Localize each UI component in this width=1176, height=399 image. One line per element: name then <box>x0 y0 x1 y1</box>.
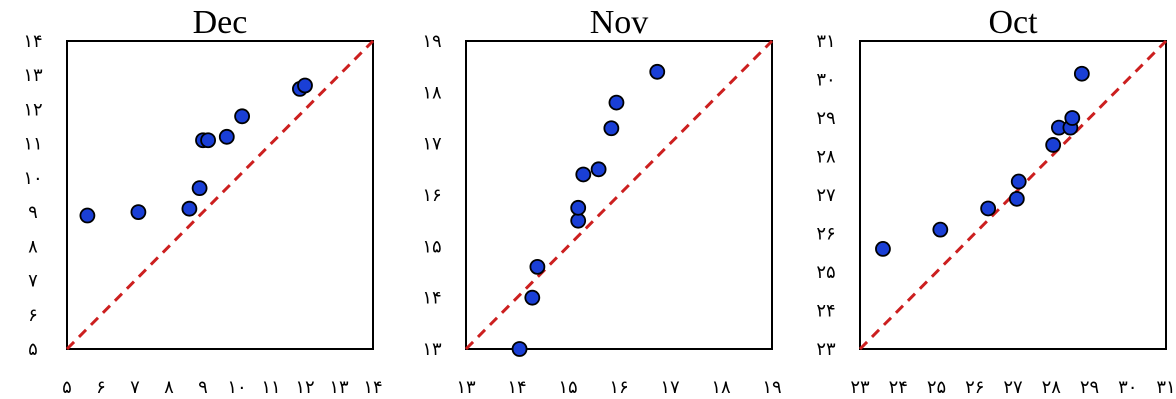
plot-frame <box>859 40 1167 350</box>
y-tick-label: ۱۰ <box>23 168 42 189</box>
y-tick-label: ۹ <box>28 202 38 223</box>
x-tick-label: ۱۲ <box>295 377 314 398</box>
data-point <box>1064 110 1081 126</box>
y-tick-label: ۱۲ <box>23 99 42 120</box>
y-tick-label: ۱۶ <box>422 185 441 206</box>
y-tick-label: ۱۱ <box>23 134 42 155</box>
x-tick-label: ۱۵ <box>558 377 577 398</box>
identity-line <box>464 39 774 351</box>
data-point <box>181 200 198 217</box>
data-point <box>570 212 587 229</box>
y-tick-label: ۱۳ <box>422 339 442 360</box>
data-point <box>980 200 997 217</box>
x-tick-label: ۱۳ <box>456 377 476 398</box>
data-point <box>1008 190 1025 207</box>
y-tick-label: ۷ <box>28 271 38 292</box>
x-tick-label: ۲۴ <box>889 377 908 398</box>
y-tick-label: ۲۶ <box>816 224 835 245</box>
data-point <box>603 120 620 137</box>
x-tick-label: ۸ <box>164 377 174 398</box>
y-tick-label: ۲۵ <box>816 262 835 283</box>
y-tick-label: ۲۷ <box>816 185 836 206</box>
data-point <box>200 132 217 149</box>
y-tick-label: ۱۵ <box>422 236 441 257</box>
data-point <box>130 204 147 221</box>
data-point <box>79 207 96 224</box>
panel-dec: Dec ۵ ۶ ۷ ۸ ۹ ۱۰ ۱۱ ۱۲ ۱۳ ۱۴ ۵ ۶ ۷ ۸ ۹ ۱۰ ۱۱ ۱۲ ۱۳ ۱۴ <box>23 4 382 398</box>
x-tick-label: ۱۱ <box>261 377 280 398</box>
y-tick-label: ۱۸ <box>422 82 442 103</box>
x-tick-label: ۱۶ <box>609 377 628 398</box>
x-tick-label: ۱۰ <box>227 377 246 398</box>
data-point <box>875 240 891 257</box>
data-point <box>511 341 528 357</box>
x-tick-label: ۳۰ <box>1118 377 1137 398</box>
data-point <box>1010 173 1027 190</box>
data-point <box>297 77 313 94</box>
y-tick-label: ۶ <box>28 305 38 326</box>
data-point <box>234 108 251 125</box>
identity-line <box>65 39 375 351</box>
y-tick-label: ۲۸ <box>816 147 836 168</box>
panel-title: Dec <box>193 4 248 41</box>
y-tick-label: ۱۴ <box>23 31 42 52</box>
plot-frame <box>66 40 374 350</box>
data-point <box>218 128 235 145</box>
data-point <box>1073 65 1090 82</box>
x-tick-label: ۲۹ <box>1080 377 1099 398</box>
data-point <box>191 180 208 197</box>
y-tick-label: ۱۴ <box>422 288 441 309</box>
identity-line <box>858 39 1168 351</box>
y-tick-label: ۲۴ <box>816 301 835 322</box>
y-tick-label: ۳۱ <box>816 31 835 52</box>
x-tick-label: ۱۷ <box>660 377 680 398</box>
y-tick-label: ۲۳ <box>816 339 836 360</box>
data-point <box>570 199 587 216</box>
plot-frame <box>465 40 773 350</box>
x-tick-label: ۱۴ <box>507 377 526 398</box>
y-tick-label: ۱۹ <box>422 31 441 52</box>
data-point <box>932 221 949 238</box>
data-point <box>590 161 607 178</box>
x-tick-label: ۷ <box>130 377 140 398</box>
data-point <box>529 258 546 275</box>
x-tick-label: ۲۶ <box>965 377 984 398</box>
data-point <box>608 94 625 111</box>
y-tick-label: ۱۳ <box>23 65 43 86</box>
y-tick-label: ۸ <box>28 236 38 257</box>
x-tick-label: ۱۸ <box>711 377 731 398</box>
x-tick-label: ۶ <box>96 377 106 398</box>
y-tick-label: ۵ <box>28 339 38 360</box>
y-tick-label: ۱۷ <box>422 134 442 155</box>
data-point <box>1045 137 1062 153</box>
x-tick-label: ۹ <box>198 377 208 398</box>
data-point <box>524 289 541 306</box>
x-tick-label: ۱۴ <box>363 377 382 398</box>
x-tick-label: ۲۸ <box>1042 377 1062 398</box>
panel-nov: Nov ۱۳ ۱۴ ۱۵ ۱۶ ۱۷ ۱۸ ۱۹ ۱۳ ۱۴ ۱۵ ۱۶ ۱۷ ۱۸ ۱۹ <box>422 4 781 398</box>
x-tick-label: ۲۳ <box>850 377 870 398</box>
x-tick-label: ۲۷ <box>1003 377 1023 398</box>
data-point <box>649 63 666 80</box>
panel-title: Nov <box>590 4 649 41</box>
panel-title: Oct <box>988 4 1038 41</box>
x-tick-label: ۳۱ <box>1156 377 1175 398</box>
x-tick-label: ۵ <box>62 377 72 398</box>
x-tick-label: ۱۹ <box>762 377 781 398</box>
x-tick-label: ۲۵ <box>927 377 946 398</box>
x-tick-label: ۱۳ <box>329 377 349 398</box>
y-tick-label: ۲۹ <box>816 108 835 129</box>
y-tick-label: ۳۰ <box>816 70 835 91</box>
data-point <box>575 166 592 183</box>
panel-oct: Oct ۲۳ ۲۴ ۲۵ ۲۶ ۲۷ ۲۸ ۲۹ ۳۰ ۳۱ ۲۳ ۲۴ ۲۵ ۲۶ ۲۷ ۲۸ ۲۹ ۳۰ ۳۱ <box>816 4 1175 398</box>
